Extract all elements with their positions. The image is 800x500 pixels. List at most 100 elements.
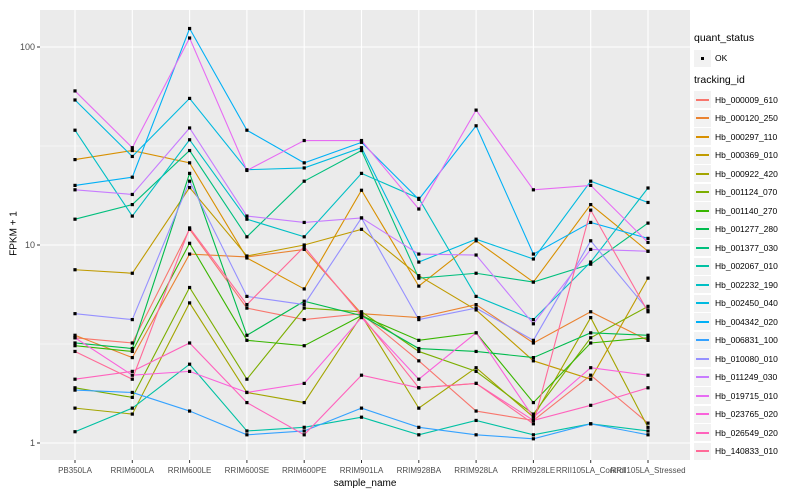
data-point (589, 239, 593, 243)
data-point (73, 268, 77, 272)
data-point (73, 344, 77, 348)
data-point (589, 422, 593, 426)
legend-item-label: Hb_002067_010 (715, 261, 778, 272)
legend-item-label: Hb_019715_010 (715, 390, 778, 401)
data-point (646, 200, 650, 205)
data-point (130, 377, 134, 381)
x-tick-label: RRIM600LA (111, 466, 155, 475)
data-point (474, 418, 478, 423)
data-point (188, 285, 192, 290)
data-point (302, 245, 306, 249)
legend-item-label: Hb_000009_610 (715, 94, 778, 105)
data-point (359, 406, 364, 410)
data-point (474, 308, 478, 312)
data-point (589, 220, 593, 225)
data-point (245, 235, 249, 239)
x-tick-label: RRIM928LA (454, 466, 498, 475)
series-line-key-icon (694, 239, 711, 257)
data-point (646, 304, 650, 308)
data-point (531, 437, 535, 441)
series-line-key-icon (694, 183, 711, 201)
data-point (73, 98, 77, 102)
data-point (302, 303, 306, 307)
data-point (302, 381, 306, 385)
data-point (531, 252, 535, 256)
data-point (531, 415, 535, 419)
series-line-key-icon (694, 257, 711, 275)
ok-point-key-icon (694, 49, 711, 67)
legend-item: Hb_000009_610 (694, 91, 800, 110)
data-point (589, 179, 593, 183)
data-point (417, 359, 421, 363)
data-point (474, 237, 478, 241)
series-line-key-icon (694, 276, 711, 294)
data-point (188, 241, 192, 245)
legend-item-label: Hb_000297_110 (715, 131, 778, 142)
data-point (245, 377, 249, 381)
legend-item: Hb_140833_010 (694, 442, 800, 461)
data-point (188, 301, 192, 305)
legend-item: Hb_000369_010 (694, 146, 800, 165)
series-line-key-icon (694, 146, 711, 164)
data-point (130, 355, 134, 360)
data-point (302, 220, 306, 225)
panel-background (40, 10, 690, 460)
data-point (188, 26, 192, 31)
data-point (73, 128, 77, 132)
data-point (359, 227, 364, 231)
data-point (589, 341, 593, 345)
data-point (73, 406, 77, 410)
data-point (130, 148, 134, 153)
data-point (302, 235, 306, 239)
data-point (417, 433, 421, 437)
legend-item: Hb_004342_020 (694, 313, 800, 332)
data-point (302, 400, 306, 405)
legend-item-label: Hb_006831_100 (715, 335, 778, 346)
data-point (188, 226, 192, 230)
data-point (302, 138, 306, 143)
legend-item-label: Hb_026549_020 (715, 427, 778, 438)
data-point (531, 257, 535, 261)
legend-item-label: Hb_023765_020 (715, 409, 778, 420)
data-point (589, 310, 593, 314)
data-point (188, 185, 192, 190)
x-tick-label: RRII105LA_Control (556, 466, 626, 475)
data-point (589, 247, 593, 252)
data-point (245, 338, 249, 342)
legend-item: Hb_000120_250 (694, 109, 800, 128)
data-point (130, 395, 134, 399)
x-tick-label: PB350LA (58, 466, 92, 475)
legend-item: Hb_001140_270 (694, 202, 800, 221)
legend-item-label: Hb_004342_020 (715, 316, 778, 327)
data-point (73, 157, 77, 162)
data-point (73, 349, 77, 354)
data-point (188, 171, 192, 175)
data-point (359, 140, 364, 144)
legend-item: Hb_026549_020 (694, 424, 800, 443)
data-point (417, 197, 421, 201)
data-point (531, 317, 535, 322)
data-point (531, 341, 535, 345)
data-point (188, 126, 192, 130)
data-point (417, 406, 421, 410)
data-point (531, 280, 535, 284)
data-point (302, 306, 306, 310)
data-point (130, 202, 134, 207)
data-point (359, 315, 364, 320)
data-point (73, 430, 77, 434)
data-point (417, 252, 421, 256)
data-point (646, 333, 650, 337)
data-point (73, 217, 77, 221)
data-point (474, 303, 478, 307)
data-point (417, 260, 421, 264)
data-point (646, 338, 650, 342)
data-point (130, 192, 134, 197)
legend-item: Hb_006831_100 (694, 331, 800, 350)
data-point (589, 260, 593, 264)
data-point (73, 336, 77, 340)
data-point (130, 406, 134, 410)
data-point (130, 341, 134, 345)
data-point (245, 294, 249, 299)
data-point (73, 341, 77, 345)
data-point (359, 373, 364, 377)
